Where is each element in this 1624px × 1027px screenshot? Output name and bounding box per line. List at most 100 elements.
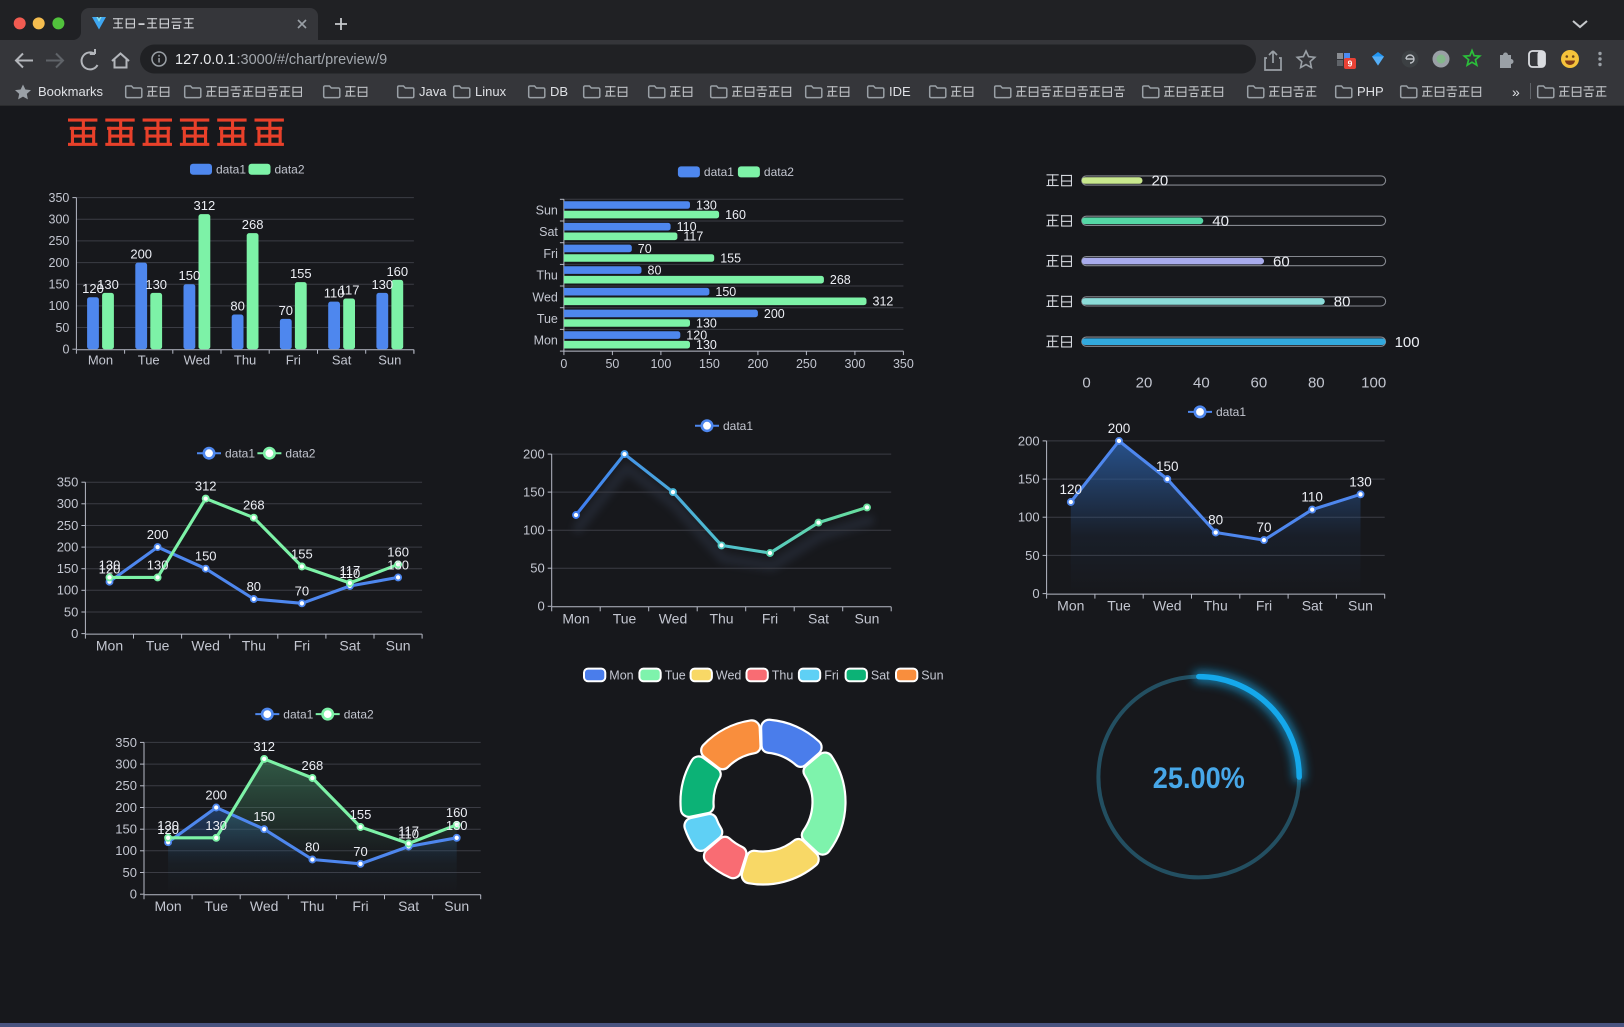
svg-text:0: 0 bbox=[1082, 375, 1090, 392]
svg-text:312: 312 bbox=[194, 198, 216, 213]
svg-text:0: 0 bbox=[560, 357, 567, 371]
svg-text:0: 0 bbox=[71, 626, 78, 641]
svg-text:268: 268 bbox=[302, 758, 324, 773]
svg-text:Fri: Fri bbox=[543, 247, 558, 261]
svg-text:100: 100 bbox=[1395, 334, 1420, 351]
svg-text:117: 117 bbox=[683, 230, 703, 244]
svg-text:250: 250 bbox=[49, 234, 70, 248]
svg-text:0: 0 bbox=[130, 887, 137, 902]
svg-text:Sat: Sat bbox=[871, 668, 890, 682]
svg-text:Fri: Fri bbox=[286, 353, 301, 368]
svg-text:80: 80 bbox=[1308, 375, 1325, 392]
svg-text:100: 100 bbox=[1018, 510, 1040, 525]
svg-text:Wed: Wed bbox=[532, 290, 558, 304]
svg-text:Mon: Mon bbox=[534, 334, 558, 348]
svg-text:Tue: Tue bbox=[613, 610, 637, 626]
svg-text:160: 160 bbox=[446, 805, 468, 820]
svg-text:Tue: Tue bbox=[146, 638, 170, 654]
svg-text:40: 40 bbox=[1193, 375, 1210, 392]
svg-text:150: 150 bbox=[1018, 472, 1040, 487]
svg-text:268: 268 bbox=[242, 217, 264, 232]
svg-text:Mon: Mon bbox=[609, 668, 633, 682]
svg-text:Sun: Sun bbox=[378, 353, 401, 368]
svg-text:data2: data2 bbox=[764, 165, 794, 179]
svg-text:100: 100 bbox=[523, 523, 545, 538]
svg-text:100: 100 bbox=[49, 299, 70, 313]
svg-text:IDE: IDE bbox=[889, 84, 911, 99]
svg-text:300: 300 bbox=[115, 757, 137, 772]
svg-text:80: 80 bbox=[1334, 294, 1351, 311]
svg-text:Thu: Thu bbox=[1204, 598, 1228, 614]
svg-text:150: 150 bbox=[715, 285, 736, 299]
svg-text:350: 350 bbox=[893, 357, 914, 371]
svg-text:80: 80 bbox=[230, 299, 244, 314]
svg-text:80: 80 bbox=[1208, 513, 1223, 528]
svg-text:117: 117 bbox=[398, 824, 419, 839]
svg-text:Sun: Sun bbox=[921, 668, 943, 682]
svg-text:200: 200 bbox=[1018, 433, 1040, 448]
svg-text:155: 155 bbox=[291, 547, 313, 562]
svg-text:Sat: Sat bbox=[808, 610, 829, 626]
svg-text:200: 200 bbox=[205, 788, 227, 803]
svg-text:200: 200 bbox=[1108, 421, 1131, 436]
svg-text:150: 150 bbox=[49, 278, 70, 292]
svg-text:250: 250 bbox=[57, 518, 79, 533]
svg-text:»: » bbox=[1512, 84, 1520, 100]
svg-text:50: 50 bbox=[605, 357, 619, 371]
svg-text:200: 200 bbox=[523, 447, 545, 462]
svg-text:Linux: Linux bbox=[475, 84, 507, 99]
svg-text:110: 110 bbox=[324, 286, 345, 301]
svg-text:Tue: Tue bbox=[537, 312, 558, 326]
svg-text:50: 50 bbox=[530, 561, 544, 576]
svg-text:Wed: Wed bbox=[1153, 598, 1182, 614]
svg-text:Sun: Sun bbox=[1348, 598, 1373, 614]
svg-text:150: 150 bbox=[115, 822, 137, 837]
svg-text:25.00%: 25.00% bbox=[1153, 762, 1245, 795]
svg-text:150: 150 bbox=[1156, 459, 1179, 474]
svg-text:60: 60 bbox=[1251, 375, 1268, 392]
svg-text:120: 120 bbox=[157, 822, 179, 837]
svg-text:Mon: Mon bbox=[154, 898, 181, 914]
svg-text:data1: data1 bbox=[1216, 405, 1246, 419]
svg-text:130: 130 bbox=[696, 316, 717, 330]
svg-text:Fri: Fri bbox=[824, 668, 839, 682]
svg-text:Tue: Tue bbox=[204, 898, 228, 914]
svg-text:200: 200 bbox=[147, 527, 169, 542]
svg-text:130: 130 bbox=[446, 818, 468, 833]
svg-text:50: 50 bbox=[55, 321, 69, 335]
svg-text:Tue: Tue bbox=[665, 668, 686, 682]
svg-text:70: 70 bbox=[638, 242, 652, 256]
svg-text:data1: data1 bbox=[216, 163, 246, 177]
svg-text:Sun: Sun bbox=[386, 638, 411, 654]
svg-text:data2: data2 bbox=[275, 163, 305, 177]
svg-text:130: 130 bbox=[696, 198, 717, 212]
svg-text:160: 160 bbox=[387, 544, 409, 559]
svg-text:200: 200 bbox=[130, 247, 152, 262]
svg-text:200: 200 bbox=[57, 540, 79, 555]
svg-text:250: 250 bbox=[115, 778, 137, 793]
svg-text:130: 130 bbox=[145, 277, 167, 292]
svg-text:80: 80 bbox=[305, 840, 319, 855]
svg-text:150: 150 bbox=[699, 357, 720, 371]
svg-text:Sat: Sat bbox=[339, 638, 360, 654]
svg-text:130: 130 bbox=[99, 557, 121, 572]
svg-text:Java: Java bbox=[419, 84, 447, 99]
svg-text:350: 350 bbox=[115, 735, 137, 750]
svg-text:120: 120 bbox=[82, 281, 104, 296]
svg-text:Wed: Wed bbox=[250, 898, 279, 914]
svg-text:130: 130 bbox=[387, 557, 409, 572]
svg-text:250: 250 bbox=[796, 357, 817, 371]
svg-text::3000/#/chart/preview/9: :3000/#/chart/preview/9 bbox=[237, 52, 388, 68]
svg-text:Tue: Tue bbox=[1107, 598, 1131, 614]
svg-text:Sat: Sat bbox=[1302, 598, 1323, 614]
svg-text:130: 130 bbox=[1349, 474, 1372, 489]
svg-text:300: 300 bbox=[49, 213, 70, 227]
svg-text:20: 20 bbox=[1136, 375, 1153, 392]
svg-text:9: 9 bbox=[1348, 59, 1353, 69]
svg-text:155: 155 bbox=[720, 251, 741, 265]
svg-text:0: 0 bbox=[62, 343, 69, 357]
svg-text:130: 130 bbox=[157, 818, 179, 833]
svg-text:Sun: Sun bbox=[444, 898, 469, 914]
svg-text:50: 50 bbox=[123, 865, 137, 880]
svg-text:Thu: Thu bbox=[234, 353, 256, 368]
